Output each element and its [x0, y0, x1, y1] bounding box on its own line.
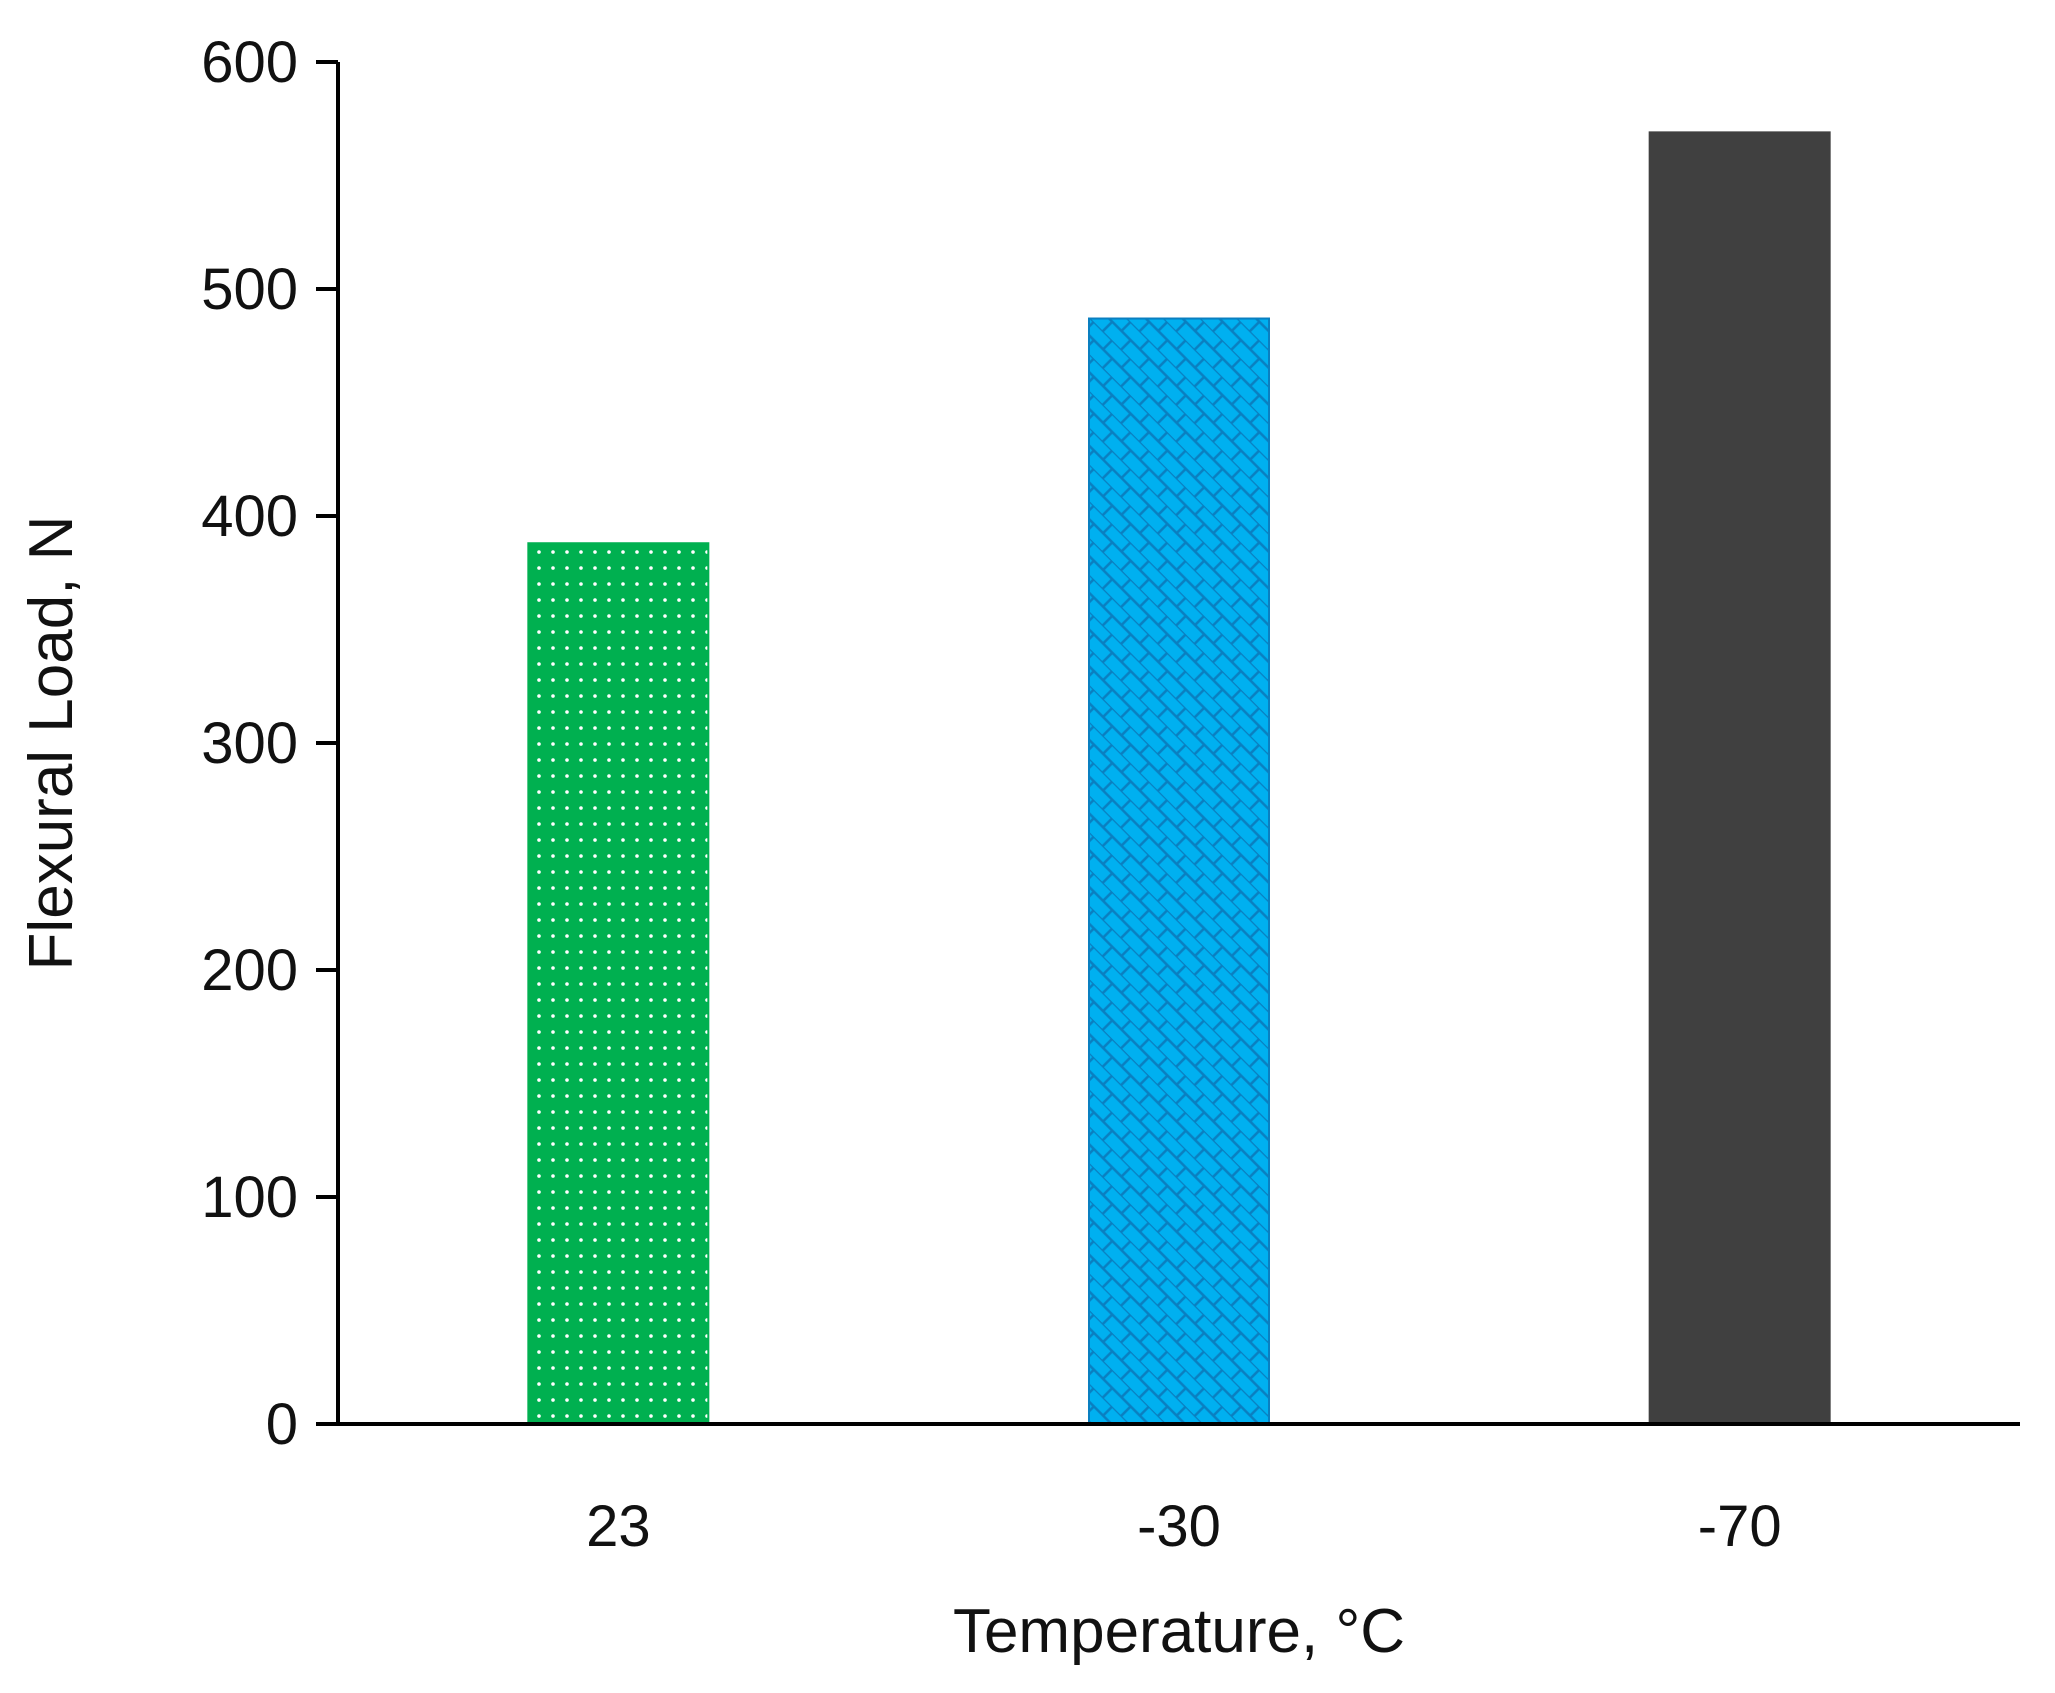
- y-tick-label: 500: [201, 257, 298, 322]
- y-tick-label: 400: [201, 484, 298, 549]
- y-tick-label: 200: [201, 938, 298, 1003]
- x-axis-title: Temperature, °C: [953, 1597, 1405, 1666]
- y-tick-label: 100: [201, 1165, 298, 1230]
- x-tick-label: 23: [586, 1494, 651, 1559]
- bar--30: [1088, 317, 1270, 1425]
- y-tick-label: 0: [266, 1392, 298, 1457]
- bar--70: [1648, 131, 1831, 1425]
- bars-layer: [527, 131, 1831, 1425]
- x-tick-label: -30: [1137, 1494, 1221, 1559]
- bar-23: [527, 542, 710, 1425]
- axes-layer: [316, 60, 2020, 1426]
- tick-labels-layer: 23 -30 -70 0 100 200 300 400 500 600: [201, 30, 1781, 1559]
- y-tick-label: 300: [201, 711, 298, 776]
- y-tick-label: 600: [201, 30, 298, 95]
- x-tick-label: -70: [1698, 1494, 1782, 1559]
- y-axis-title: Flexural Load, N: [17, 516, 86, 971]
